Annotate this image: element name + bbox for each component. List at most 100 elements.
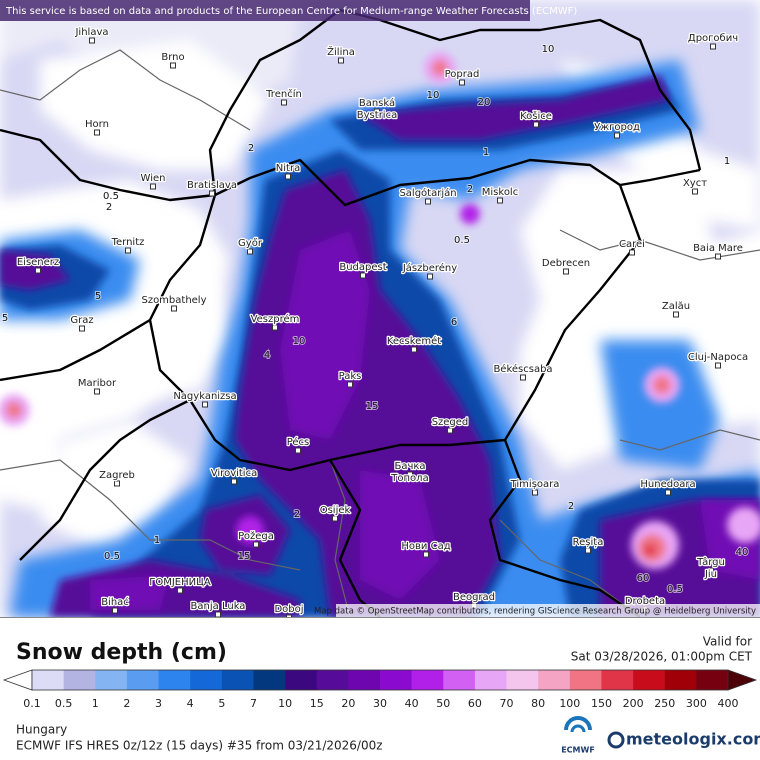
city-marker — [295, 447, 301, 454]
city-marker — [170, 62, 176, 69]
city-marker — [215, 611, 221, 617]
contour-label: 1 — [724, 156, 730, 167]
contour-label: 60 — [637, 573, 650, 584]
city-marker — [253, 541, 259, 548]
contour-label: 2 — [568, 501, 574, 512]
color-bin — [221, 670, 254, 690]
colorbar-tick-label: 80 — [531, 697, 545, 710]
colorbar-tick-label: 10 — [278, 697, 292, 710]
city-label: Baia Mare — [693, 243, 743, 254]
city-marker — [150, 183, 156, 190]
city-label: Jiu — [704, 569, 717, 580]
contour-label: 2 — [294, 509, 300, 520]
city-label: Győr — [238, 237, 263, 249]
over-arrow — [727, 669, 758, 691]
city-marker — [94, 388, 100, 395]
city-marker — [629, 249, 635, 256]
city-marker — [360, 272, 366, 279]
city-label: Nagykanizsa — [173, 391, 236, 402]
city-label: Szombathely — [141, 295, 206, 306]
contour-label: 2 — [467, 184, 473, 195]
city-label: Požega — [238, 530, 274, 542]
contour-label: 0.5 — [104, 551, 120, 562]
contour-label: 0.5 — [667, 584, 683, 595]
city-label: Banská — [359, 97, 395, 109]
colorbar-tick-label: 300 — [686, 697, 707, 710]
city-marker — [125, 247, 131, 254]
city-marker — [533, 121, 539, 128]
city-marker — [497, 197, 503, 204]
colorbar-tick-label: 150 — [591, 697, 612, 710]
site-text[interactable]: meteologix.com — [626, 730, 760, 749]
city-label: Jászberény — [402, 262, 457, 274]
city-label: Žilina — [327, 45, 355, 58]
color-bin — [63, 670, 96, 690]
colorbar-tick-label: 1 — [92, 697, 99, 710]
city-label: Бачка — [394, 461, 425, 472]
city-label: Хуст — [683, 178, 707, 189]
city-marker — [710, 43, 716, 50]
city-marker — [332, 515, 338, 522]
color-bin — [696, 670, 729, 690]
colorbar-tick-label: 4 — [187, 697, 194, 710]
color-bin — [32, 670, 64, 690]
city-label: Debrecen — [542, 258, 590, 269]
city-marker — [692, 188, 698, 195]
colorbar-tick-label: 7 — [250, 697, 257, 710]
contour-label: 10 — [293, 336, 306, 347]
city-marker — [114, 480, 120, 487]
city-marker — [347, 381, 353, 388]
city-label: Beograd — [453, 592, 495, 603]
city-marker — [272, 324, 278, 331]
city-marker — [585, 547, 591, 554]
city-label: Osijek — [320, 505, 351, 516]
contour-label: 2 — [248, 143, 254, 154]
contour-label: 5 — [95, 291, 101, 302]
contour-label: 5 — [2, 313, 8, 324]
city-label: Ternitz — [111, 237, 145, 248]
valid-label: Valid for — [703, 635, 752, 649]
colorbar-tick-label: 30 — [373, 697, 387, 710]
city-marker — [411, 346, 417, 353]
city-marker — [614, 132, 620, 139]
city-label: Horn — [85, 119, 109, 130]
city-marker — [427, 273, 433, 280]
city-label: Hunedoara — [640, 479, 695, 490]
attribution: This service is based on data and produc… — [5, 6, 577, 17]
color-bin — [506, 670, 539, 690]
city-label: Cluj-Napoca — [688, 352, 748, 363]
city-marker — [425, 198, 431, 205]
city-label: Târgu — [696, 556, 725, 568]
city-marker — [231, 478, 237, 485]
city-label: Carei — [619, 239, 645, 250]
city-marker — [407, 471, 413, 478]
colorbar-tick-label: 0.5 — [55, 697, 73, 710]
color-bin — [126, 670, 159, 690]
city-label: Jihlava — [74, 27, 108, 38]
colorbar-tick-label: 2 — [123, 697, 130, 710]
color-bin — [633, 670, 666, 690]
city-marker — [89, 37, 95, 44]
contour-label: 10 — [542, 44, 555, 55]
color-bin — [538, 670, 571, 690]
city-label: Zagreb — [99, 470, 135, 481]
contour-label: 0.5 — [103, 191, 119, 202]
city-marker — [665, 489, 671, 496]
contour-label: 2 — [106, 202, 112, 213]
map-credit[interactable]: Map data © OpenStreetMap contributors, r… — [314, 607, 756, 617]
city-label: ГОМЈЕНИЦА — [149, 577, 211, 588]
colorbar-tick-label: 5 — [218, 697, 225, 710]
city-marker — [715, 253, 721, 260]
ecmwf-logo: ECMWF — [561, 716, 595, 755]
city-marker — [177, 587, 183, 594]
region: Hungary — [16, 723, 67, 737]
color-bin — [380, 670, 412, 690]
site-logo[interactable]: meteologix.com — [607, 730, 760, 749]
city-label: Timișoara — [510, 479, 560, 490]
city-marker — [94, 129, 100, 136]
city-label: Wien — [141, 173, 166, 184]
city-label: Szeged — [432, 417, 469, 428]
city-marker — [281, 99, 287, 106]
map: Jihlava Brno Žilina Poprad Дрогобич Trenčín Ba… — [0, 0, 760, 617]
